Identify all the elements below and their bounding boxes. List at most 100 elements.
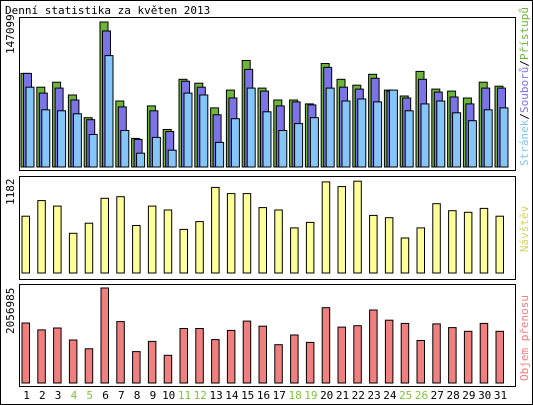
pages-bar <box>357 98 367 168</box>
pages-bar <box>294 123 304 168</box>
day-label: 7 <box>118 389 125 402</box>
volume-bar <box>100 287 109 384</box>
volume-bar <box>369 309 378 384</box>
day-label: 28 <box>446 389 459 402</box>
visits-bars <box>21 180 504 274</box>
visits-bar <box>163 209 173 274</box>
visits-bar <box>68 232 78 274</box>
volume-bar <box>226 329 236 384</box>
volume-bar <box>211 339 220 384</box>
day-labels: 1 2 3 4 5 6 7 8 9 10 11 12 13 14 15 16 17 18 19 20 21 22 23 24 2… <box>23 389 507 402</box>
visits-bar <box>337 186 346 274</box>
volume-bar <box>147 340 157 384</box>
pages-bar <box>88 134 98 168</box>
volume-bar <box>21 322 30 384</box>
pages-bar <box>309 117 319 168</box>
day-label: 5 <box>86 389 93 402</box>
visits-frame <box>19 176 516 280</box>
visits-bar <box>132 225 141 274</box>
pages-bar <box>136 152 146 168</box>
pages-bar <box>325 87 335 168</box>
volume-bar <box>495 330 504 384</box>
pages-bar <box>215 141 225 168</box>
volume-bar <box>400 322 410 384</box>
volume-frame <box>19 284 516 387</box>
visits-bar <box>195 221 204 274</box>
volume-bars <box>21 287 504 384</box>
day-label: 13 <box>209 389 222 402</box>
visits-bar <box>211 186 220 274</box>
volume-bar <box>337 326 346 384</box>
visits-bar <box>463 211 473 274</box>
pages-bar <box>436 100 446 168</box>
visits-bar <box>116 196 125 274</box>
hits-files-pages-panel: 147099 Stránek/Souborů/Přístupů <box>4 7 531 171</box>
visits-bar <box>147 205 157 274</box>
volume-bar <box>448 327 457 384</box>
pages-bar <box>499 107 509 168</box>
volume-bar <box>258 325 267 384</box>
pages-bar <box>246 87 256 168</box>
visits-bar <box>369 214 378 274</box>
visits-bar <box>53 205 62 274</box>
volume-bar <box>53 327 62 384</box>
day-label: 20 <box>320 389 333 402</box>
pages-bar <box>41 109 51 168</box>
pages-bar <box>72 113 82 168</box>
day-label: 31 <box>494 389 507 402</box>
pages-bar <box>183 92 193 168</box>
day-label: 24 <box>383 389 397 402</box>
volume-ymax-label: 2056985 <box>4 288 17 334</box>
pages-bar <box>25 86 35 168</box>
day-label: 22 <box>352 389 365 402</box>
volume-bar <box>321 307 331 384</box>
day-label: 25 <box>399 389 412 402</box>
visits-bar <box>179 228 188 274</box>
volume-bar <box>274 344 283 384</box>
pages-bar <box>483 109 493 168</box>
visits-bar <box>479 207 489 274</box>
day-label: 21 <box>336 389 349 402</box>
volume-bar <box>290 334 299 384</box>
day-label: 19 <box>304 389 317 402</box>
visits-bar <box>321 181 331 274</box>
pages-bar <box>420 103 430 168</box>
volume-bar <box>84 348 94 384</box>
day-label: 2 <box>39 389 46 402</box>
volume-bar <box>384 319 394 384</box>
day-label: 14 <box>225 389 239 402</box>
visits-bar <box>290 227 299 274</box>
visits-bar <box>495 215 504 274</box>
visits-bar <box>226 193 236 274</box>
day-label: 26 <box>415 389 428 402</box>
visits-bar <box>242 193 252 274</box>
day-label: 18 <box>288 389 301 402</box>
visits-ymax-label: 1182 <box>4 179 17 206</box>
legend-hits: Přístupů <box>518 7 531 60</box>
pages-bar <box>167 149 177 168</box>
day-label: 6 <box>102 389 109 402</box>
volume-bar <box>132 351 141 384</box>
visits-bar <box>274 209 283 274</box>
hits-files-pages-bars <box>20 21 509 168</box>
pages-bar <box>199 94 209 168</box>
visits-bar <box>258 207 267 274</box>
pages-bar <box>404 110 414 168</box>
visits-bar <box>37 200 46 274</box>
pages-bar <box>151 136 161 168</box>
hits-files-pages-legend: Stránek/Souborů/Přístupů <box>518 7 531 166</box>
volume-panel: 2056985 Objem přenosu <box>4 284 531 387</box>
volume-bar <box>305 341 315 384</box>
day-label: 4 <box>71 389 78 402</box>
volume-bar <box>353 325 362 384</box>
day-label: 29 <box>462 389 475 402</box>
visits-bar <box>305 221 315 274</box>
visits-bar <box>384 217 394 274</box>
visits-bar <box>84 222 94 274</box>
day-label: 27 <box>431 389 444 402</box>
volume-bar <box>479 322 489 384</box>
legend-files: Souborů <box>518 67 531 113</box>
volume-legend: Objem přenosu <box>518 295 531 381</box>
day-label: 15 <box>241 389 254 402</box>
